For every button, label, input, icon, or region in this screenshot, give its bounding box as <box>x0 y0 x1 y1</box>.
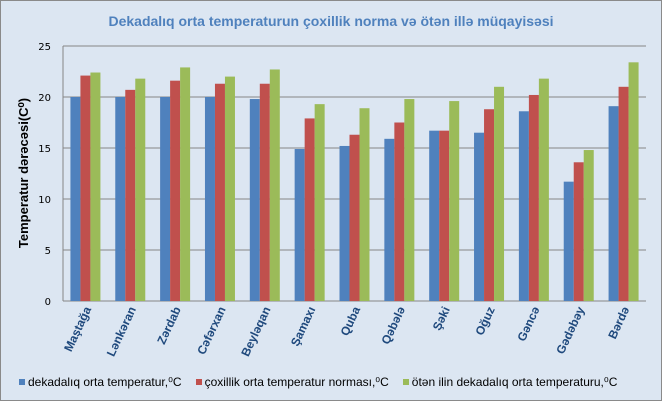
x-tick-label: Bərdə <box>605 304 632 341</box>
x-tick-label: Cəfərxan <box>194 304 228 356</box>
bar-1 <box>518 111 529 301</box>
bar-3 <box>269 69 280 302</box>
x-tick-label: Gədəbəy <box>553 304 587 356</box>
legend-label: dekadalıq orta temperatur,⁰C <box>28 375 182 389</box>
bar-2 <box>304 118 315 301</box>
bar-3 <box>628 62 639 301</box>
legend-label: ötən ilin dekadalıq orta temperaturu,⁰C <box>411 375 618 389</box>
bar-1 <box>563 181 574 301</box>
bar-3 <box>180 67 191 301</box>
legend-swatch <box>19 379 25 385</box>
y-tick-label: 25 <box>38 42 51 53</box>
bar-3 <box>135 78 146 301</box>
bar-3 <box>583 150 594 301</box>
y-tick-label: 5 <box>45 246 51 257</box>
bar-1 <box>474 132 485 301</box>
bar-1 <box>204 97 215 301</box>
bar-2 <box>214 83 225 302</box>
bar-2 <box>125 89 136 301</box>
legend-swatch <box>195 379 202 385</box>
legend-item: ötən ilin dekadalıq orta temperaturu,⁰C <box>402 375 618 389</box>
legend-label: çoxillik orta temperatur norması,⁰C <box>204 375 389 389</box>
y-tick-label: 20 <box>38 93 51 104</box>
bar-3 <box>404 99 415 301</box>
y-tick-label: 15 <box>38 144 51 155</box>
bar-3 <box>359 108 370 301</box>
x-tick-label: Quba <box>338 304 364 338</box>
bar-1 <box>115 97 126 301</box>
x-tick-label: Lənkəran <box>104 304 139 358</box>
y-tick-label: 10 <box>38 195 51 206</box>
bar-2 <box>618 86 629 301</box>
bar-3 <box>90 72 101 302</box>
bar-1 <box>608 106 619 302</box>
bar-1 <box>339 145 350 301</box>
bar-2 <box>573 162 584 301</box>
x-tick-label: Şamaxı <box>288 304 318 348</box>
legend-item: çoxillik orta temperatur norması,⁰C <box>195 375 389 389</box>
bar-1 <box>384 138 395 301</box>
legend-item: dekadalıq orta temperatur,⁰C <box>19 375 182 389</box>
legend-swatch <box>402 379 409 385</box>
bar-1 <box>70 97 81 301</box>
bar-1 <box>294 149 305 301</box>
bar-3 <box>314 104 325 301</box>
chart-title: Dekadalıq orta temperaturun çoxillik nor… <box>108 13 554 29</box>
bar-2 <box>528 94 539 302</box>
x-tick-label: Gəncə <box>514 304 542 343</box>
bar-2 <box>394 122 405 301</box>
x-tick-label: Zərdab <box>154 304 184 346</box>
bar-2 <box>259 83 270 302</box>
x-tick-label: Maştağa <box>61 304 94 354</box>
bar-2 <box>80 75 91 301</box>
x-tick-label: Şəki <box>430 304 453 332</box>
bar-2 <box>170 80 181 302</box>
bar-2 <box>484 109 495 302</box>
bar-1 <box>160 97 171 301</box>
bar-3 <box>449 101 460 301</box>
x-tick-label: Oğuz <box>472 304 497 337</box>
bar-1 <box>249 99 260 301</box>
bar-2 <box>439 130 450 301</box>
bar-1 <box>429 130 440 301</box>
bar-3 <box>494 86 505 301</box>
x-tick-label: Qəbələ <box>378 304 408 346</box>
legend: dekadalıq orta temperatur,⁰C çoxillik ort… <box>19 375 617 389</box>
x-tick-label: Beyləqan <box>238 304 273 358</box>
y-tick-label: 0 <box>45 297 51 308</box>
bar-3 <box>224 76 235 301</box>
bar-3 <box>538 78 549 301</box>
bar-2 <box>349 134 360 301</box>
